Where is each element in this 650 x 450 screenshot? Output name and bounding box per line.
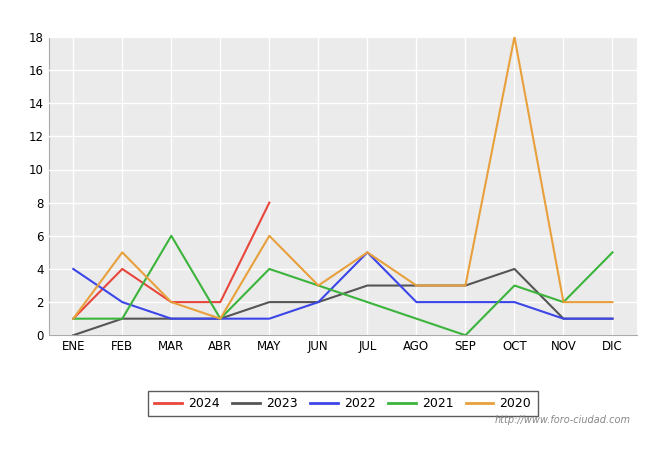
Text: http://www.foro-ciudad.com: http://www.foro-ciudad.com xyxy=(495,415,630,425)
Legend: 2024, 2023, 2022, 2021, 2020: 2024, 2023, 2022, 2021, 2020 xyxy=(148,391,538,416)
Text: Matriculaciones de Vehiculos en Alcaracejos: Matriculaciones de Vehiculos en Alcarace… xyxy=(142,9,508,27)
